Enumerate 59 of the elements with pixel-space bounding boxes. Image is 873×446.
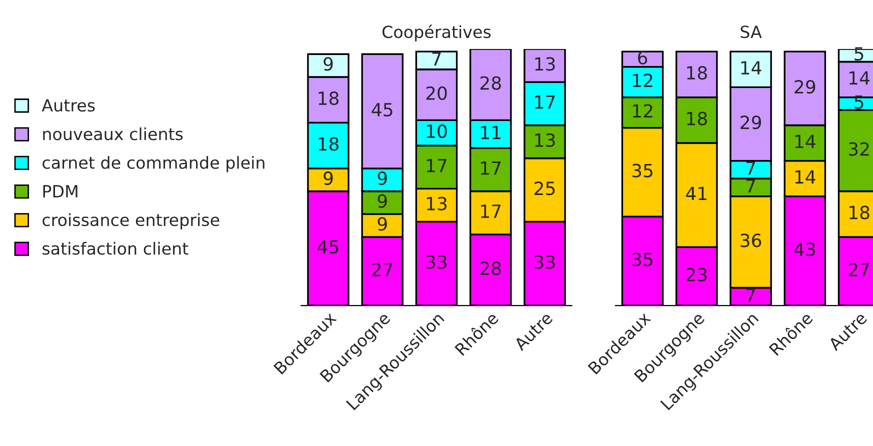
data-label: 43 bbox=[794, 242, 815, 256]
data-label: 11 bbox=[481, 126, 500, 140]
data-label: 33 bbox=[534, 255, 555, 269]
data-label: 13 bbox=[535, 133, 555, 147]
data-label: 9 bbox=[378, 217, 387, 231]
legend-label: satisfaction client bbox=[42, 242, 188, 255]
data-label: 12 bbox=[633, 74, 652, 88]
data-label: 17 bbox=[535, 95, 555, 109]
data-label: 33 bbox=[426, 255, 447, 269]
data-label: 10 bbox=[426, 124, 447, 138]
data-label: 28 bbox=[480, 76, 501, 90]
data-label: 20 bbox=[426, 86, 447, 100]
data-label: 9 bbox=[324, 57, 333, 71]
data-label: 13 bbox=[426, 196, 447, 210]
data-label: 25 bbox=[534, 182, 555, 196]
data-label: 23 bbox=[686, 268, 707, 282]
legend-label: PDM bbox=[43, 185, 78, 198]
data-label: 14 bbox=[741, 61, 762, 74]
data-label: 35 bbox=[632, 164, 652, 178]
data-label: 5 bbox=[854, 95, 864, 109]
chart-title: SA bbox=[740, 26, 762, 38]
data-label: 32 bbox=[848, 142, 869, 156]
legend-label: Autres bbox=[42, 99, 95, 112]
data-label: 9 bbox=[378, 194, 387, 208]
data-label: 7 bbox=[746, 288, 755, 302]
data-label: 14 bbox=[795, 170, 816, 184]
legend-label: carnet de commande plein bbox=[42, 156, 264, 172]
data-label: 45 bbox=[318, 240, 338, 254]
data-label: 17 bbox=[481, 204, 501, 218]
data-label: 45 bbox=[372, 103, 392, 117]
data-label: 7 bbox=[746, 161, 755, 175]
data-label: 35 bbox=[632, 252, 652, 266]
data-label: 41 bbox=[686, 186, 706, 200]
data-label: 18 bbox=[687, 112, 707, 126]
chart-title: Coopératives bbox=[382, 24, 491, 42]
data-label: 7 bbox=[432, 52, 441, 66]
data-label: 18 bbox=[850, 206, 870, 220]
data-label: 27 bbox=[372, 262, 392, 276]
data-label: 27 bbox=[848, 262, 869, 276]
data-label: 36 bbox=[740, 234, 762, 248]
data-label: 6 bbox=[638, 50, 648, 64]
data-label: 9 bbox=[378, 171, 387, 186]
legend-label: nouveaux clients bbox=[43, 127, 183, 140]
data-label: 14 bbox=[795, 134, 816, 148]
data-label: 12 bbox=[633, 104, 652, 118]
data-label: 17 bbox=[481, 161, 501, 175]
data-label: 9 bbox=[324, 171, 333, 186]
data-label: 14 bbox=[850, 71, 870, 85]
legend-label: croissance entreprise bbox=[42, 213, 220, 230]
data-label: 18 bbox=[687, 66, 707, 80]
data-label: 18 bbox=[318, 91, 338, 106]
data-label: 29 bbox=[794, 80, 816, 94]
data-label: 28 bbox=[480, 262, 501, 276]
data-label: 13 bbox=[535, 57, 555, 71]
data-label: 7 bbox=[746, 179, 755, 192]
data-label: 17 bbox=[426, 158, 446, 172]
data-label: 5 bbox=[854, 47, 864, 61]
data-label: 18 bbox=[318, 137, 338, 151]
data-label: 29 bbox=[740, 116, 761, 130]
